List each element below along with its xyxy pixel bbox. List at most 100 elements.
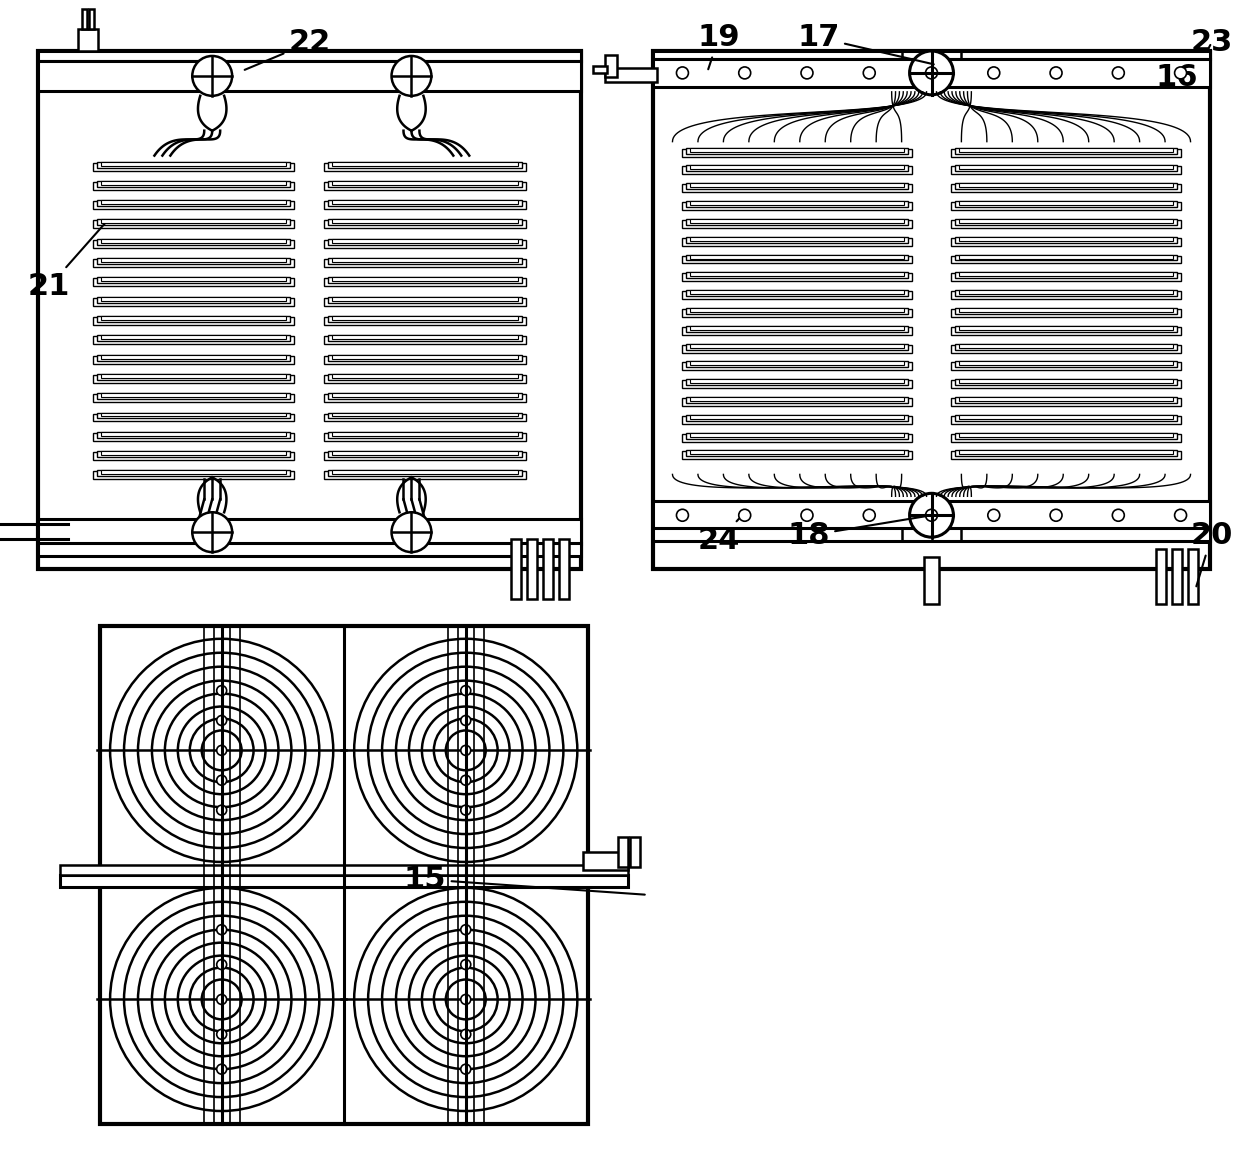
Text: 24: 24 bbox=[697, 517, 740, 555]
Bar bbox=[593, 66, 606, 73]
Bar bbox=[691, 272, 904, 276]
Circle shape bbox=[461, 775, 471, 786]
Bar bbox=[332, 374, 518, 378]
Bar bbox=[960, 183, 1173, 187]
Bar bbox=[93, 413, 294, 421]
Text: 18: 18 bbox=[787, 516, 929, 551]
Bar bbox=[332, 335, 518, 339]
Bar bbox=[99, 626, 588, 1124]
Bar bbox=[38, 51, 580, 61]
Bar bbox=[100, 180, 286, 185]
Circle shape bbox=[925, 66, 937, 79]
Bar bbox=[1188, 549, 1198, 604]
Bar bbox=[327, 315, 522, 322]
Circle shape bbox=[461, 745, 471, 755]
Circle shape bbox=[461, 924, 471, 935]
Bar bbox=[691, 361, 904, 365]
Circle shape bbox=[925, 510, 937, 521]
Bar bbox=[687, 361, 908, 368]
Bar bbox=[97, 180, 290, 187]
Circle shape bbox=[910, 51, 954, 94]
Bar bbox=[960, 433, 1173, 436]
Bar bbox=[960, 379, 1173, 383]
Bar bbox=[97, 239, 290, 244]
Bar bbox=[960, 326, 1173, 329]
Bar bbox=[93, 260, 294, 267]
Bar bbox=[332, 277, 518, 282]
Bar bbox=[327, 162, 522, 168]
Bar bbox=[691, 414, 904, 419]
Bar bbox=[960, 450, 1173, 454]
Bar bbox=[682, 149, 911, 157]
Bar bbox=[93, 317, 294, 325]
Bar bbox=[332, 239, 518, 243]
Bar bbox=[332, 452, 518, 455]
Bar bbox=[97, 200, 290, 206]
Bar bbox=[97, 162, 290, 168]
Bar bbox=[97, 393, 290, 399]
Bar bbox=[687, 148, 908, 154]
Bar bbox=[618, 837, 627, 867]
Bar bbox=[332, 180, 518, 185]
Bar bbox=[93, 433, 294, 441]
Text: 21: 21 bbox=[27, 222, 105, 301]
Bar bbox=[324, 317, 526, 325]
Bar bbox=[97, 297, 290, 303]
Bar bbox=[960, 343, 1173, 348]
Bar bbox=[682, 434, 911, 441]
Bar bbox=[327, 355, 522, 361]
Bar bbox=[960, 414, 1173, 419]
Circle shape bbox=[217, 745, 227, 755]
Bar bbox=[956, 183, 1177, 190]
Bar bbox=[324, 201, 526, 210]
Bar bbox=[324, 452, 526, 460]
Circle shape bbox=[739, 66, 750, 79]
Bar bbox=[691, 148, 904, 151]
Circle shape bbox=[461, 1029, 471, 1039]
Bar bbox=[100, 239, 286, 243]
Bar bbox=[93, 336, 294, 345]
Bar bbox=[691, 326, 904, 329]
Bar bbox=[38, 544, 580, 556]
Circle shape bbox=[910, 494, 954, 537]
Bar bbox=[951, 452, 1180, 460]
Bar bbox=[687, 236, 908, 242]
Bar bbox=[100, 393, 286, 397]
Circle shape bbox=[217, 1064, 227, 1074]
Bar bbox=[682, 308, 911, 317]
Bar bbox=[960, 219, 1173, 222]
Bar bbox=[324, 336, 526, 345]
Bar bbox=[97, 470, 290, 476]
Bar bbox=[327, 374, 522, 379]
Bar bbox=[97, 432, 290, 438]
Bar bbox=[78, 29, 98, 51]
Bar bbox=[691, 433, 904, 436]
Bar bbox=[951, 166, 1180, 175]
Bar bbox=[93, 220, 294, 228]
Circle shape bbox=[392, 512, 432, 552]
Bar bbox=[956, 379, 1177, 385]
Bar bbox=[951, 184, 1180, 192]
Bar bbox=[511, 539, 521, 599]
Circle shape bbox=[1050, 66, 1061, 79]
Bar bbox=[960, 255, 1173, 258]
Bar bbox=[956, 308, 1177, 314]
Bar bbox=[691, 255, 904, 258]
Circle shape bbox=[217, 924, 227, 935]
Bar bbox=[687, 379, 908, 385]
Circle shape bbox=[1174, 510, 1187, 521]
Bar bbox=[324, 163, 526, 171]
Circle shape bbox=[988, 66, 999, 79]
Bar bbox=[324, 375, 526, 383]
Circle shape bbox=[988, 510, 999, 521]
Circle shape bbox=[863, 510, 875, 521]
Bar bbox=[332, 315, 518, 320]
Bar bbox=[951, 220, 1180, 228]
Bar bbox=[687, 450, 908, 456]
Bar bbox=[652, 51, 1210, 59]
Bar bbox=[682, 291, 911, 299]
Bar bbox=[951, 345, 1180, 353]
Bar bbox=[327, 277, 522, 283]
Bar bbox=[682, 184, 911, 192]
Bar bbox=[924, 558, 940, 604]
